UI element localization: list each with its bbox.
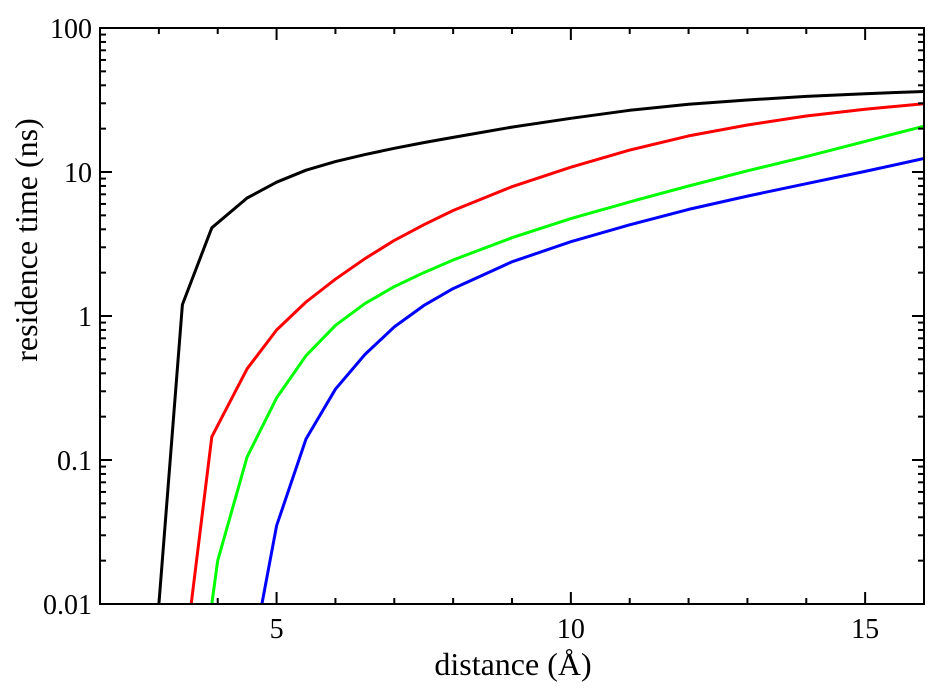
series-layer xyxy=(157,90,924,604)
y-tick-label: 1 xyxy=(78,302,92,333)
y-tick-label: 0.01 xyxy=(43,590,92,621)
x-tick-label: 10 xyxy=(557,614,585,645)
x-axis-title: distance (Å) xyxy=(434,646,591,682)
x-tick-label: 5 xyxy=(270,614,284,645)
y-axis-title: residence time (ns) xyxy=(8,118,44,361)
x-tick-label: 15 xyxy=(851,614,879,645)
y-tick-label: 10 xyxy=(64,158,92,189)
y-tick-label: 0.1 xyxy=(57,446,92,477)
axis-layer: 5 10 15 0.01 0.1 1 10 100 xyxy=(43,14,925,645)
series-line-2 xyxy=(189,102,924,604)
y-tick-label: 100 xyxy=(50,14,92,45)
series-line-4 xyxy=(260,157,924,604)
series-line-3 xyxy=(210,124,924,604)
series-line-1 xyxy=(157,90,924,604)
